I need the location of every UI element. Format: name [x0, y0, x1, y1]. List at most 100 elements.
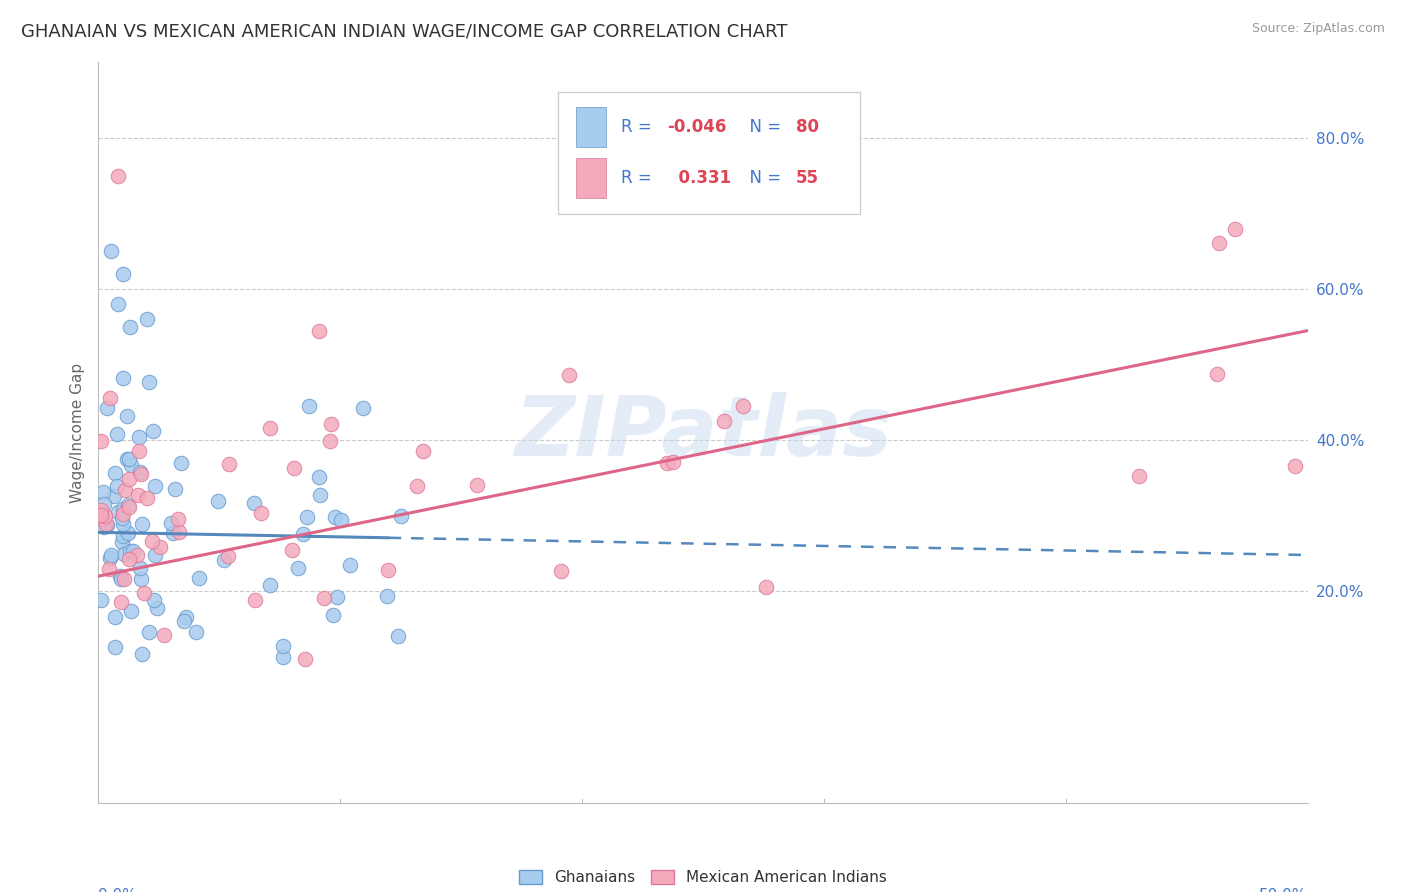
- Point: [111, 267, 134, 281]
- Point: [90, 593, 112, 607]
- Point: [142, 424, 165, 438]
- Point: [120, 544, 142, 558]
- Point: [159, 516, 181, 530]
- Point: [120, 604, 142, 618]
- Bar: [576, 158, 606, 198]
- Text: N =: N =: [740, 118, 786, 136]
- Point: [104, 467, 127, 481]
- Point: [108, 569, 131, 583]
- Point: [112, 547, 135, 561]
- Text: 0.0%: 0.0%: [98, 888, 138, 892]
- Point: [259, 421, 281, 435]
- Point: [105, 427, 128, 442]
- Point: [242, 496, 264, 510]
- Point: [96, 401, 118, 416]
- Point: [93, 497, 115, 511]
- Point: [128, 430, 150, 444]
- Point: [406, 479, 429, 493]
- Text: ZIPatlas: ZIPatlas: [515, 392, 891, 473]
- Point: [294, 652, 316, 666]
- Point: [465, 477, 488, 491]
- Point: [143, 548, 166, 562]
- Point: [128, 444, 150, 458]
- Point: [127, 488, 149, 502]
- Point: [174, 610, 197, 624]
- Point: [352, 401, 374, 416]
- Point: [389, 508, 412, 523]
- Point: [111, 529, 134, 543]
- Point: [314, 591, 336, 606]
- Point: [104, 640, 127, 654]
- Point: [138, 375, 160, 389]
- Point: [295, 509, 318, 524]
- Point: [98, 562, 121, 576]
- Point: [115, 409, 138, 424]
- Point: [121, 544, 143, 558]
- Point: [291, 527, 314, 541]
- Point: [163, 483, 186, 497]
- Point: [662, 455, 685, 469]
- Point: [550, 564, 572, 578]
- Point: [167, 525, 190, 540]
- Point: [91, 484, 114, 499]
- Point: [322, 607, 344, 622]
- Point: [110, 595, 132, 609]
- Point: [111, 535, 134, 549]
- Text: 55: 55: [796, 169, 820, 187]
- Point: [330, 513, 353, 527]
- Point: [118, 452, 141, 467]
- Text: R =: R =: [621, 118, 657, 136]
- Point: [558, 368, 581, 383]
- Point: [107, 505, 129, 519]
- Point: [112, 370, 135, 384]
- Point: [243, 593, 266, 607]
- Text: R =: R =: [621, 169, 657, 187]
- Point: [1284, 458, 1306, 473]
- Point: [98, 550, 121, 565]
- Point: [111, 510, 134, 524]
- Point: [657, 456, 679, 470]
- Point: [107, 169, 129, 183]
- Point: [90, 503, 112, 517]
- Text: 80: 80: [796, 118, 820, 136]
- Point: [134, 586, 156, 600]
- Point: [103, 489, 125, 503]
- Point: [149, 540, 172, 554]
- Bar: [576, 107, 606, 147]
- Point: [131, 647, 153, 661]
- Point: [118, 500, 141, 515]
- Point: [212, 553, 235, 567]
- Text: -0.046: -0.046: [666, 118, 725, 136]
- Point: [129, 467, 152, 482]
- Point: [412, 444, 434, 458]
- Point: [112, 507, 135, 521]
- Point: [1208, 235, 1230, 250]
- Point: [319, 417, 342, 432]
- Point: [110, 572, 132, 586]
- Point: [217, 549, 239, 563]
- Point: [387, 629, 409, 643]
- Point: [326, 590, 349, 604]
- Point: [118, 319, 141, 334]
- Point: [271, 650, 294, 665]
- Point: [100, 548, 122, 562]
- Point: [111, 516, 134, 531]
- Text: N =: N =: [740, 169, 786, 187]
- Point: [129, 572, 152, 586]
- Point: [308, 488, 330, 502]
- Point: [1128, 469, 1150, 483]
- Point: [184, 624, 207, 639]
- Point: [259, 578, 281, 592]
- Point: [91, 512, 114, 526]
- Point: [339, 558, 361, 573]
- Point: [115, 451, 138, 466]
- Point: [94, 516, 117, 531]
- Point: [93, 520, 115, 534]
- Point: [323, 509, 346, 524]
- Point: [167, 512, 190, 526]
- Point: [120, 458, 142, 472]
- FancyBboxPatch shape: [558, 92, 860, 214]
- Point: [271, 639, 294, 653]
- Text: GHANAIAN VS MEXICAN AMERICAN INDIAN WAGE/INCOME GAP CORRELATION CHART: GHANAIAN VS MEXICAN AMERICAN INDIAN WAGE…: [21, 22, 787, 40]
- Point: [118, 551, 141, 566]
